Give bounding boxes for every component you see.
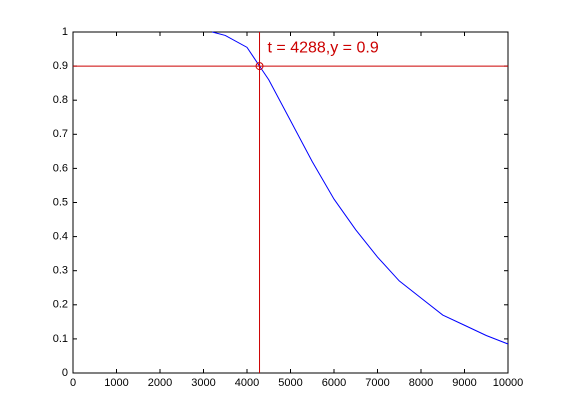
marker-point <box>255 62 264 71</box>
x-tick-label: 3000 <box>191 377 215 389</box>
y-tick-label: 0.4 <box>53 231 68 243</box>
x-tick-label: 9000 <box>452 377 476 389</box>
x-tick-label: 2000 <box>148 377 172 389</box>
y-tick-label: 0.3 <box>53 265 68 277</box>
y-tick-label: 0.6 <box>53 162 68 174</box>
data-line <box>212 31 509 345</box>
y-tick-label: 0 <box>62 367 68 379</box>
y-tick-label: 1 <box>62 26 68 38</box>
x-tick-label: 8000 <box>409 377 433 389</box>
y-tick-label: 0.2 <box>53 299 68 311</box>
x-tick-label: 7000 <box>365 377 389 389</box>
x-tick-label: 10000 <box>493 377 524 389</box>
y-tick-label: 0.8 <box>53 94 68 106</box>
y-tick-label: 0.7 <box>53 128 68 140</box>
y-tick-label: 0.9 <box>53 60 68 72</box>
plot-box <box>72 31 509 374</box>
x-tick-label: 0 <box>70 377 76 389</box>
y-tick-label: 0.1 <box>53 333 68 345</box>
x-tick-label: 6000 <box>322 377 346 389</box>
annotation: t = 4288,y = 0.9 <box>268 39 379 56</box>
x-tick-label: 5000 <box>278 377 302 389</box>
x-tick-label: 1000 <box>104 377 128 389</box>
y-tick-label: 0.5 <box>53 196 68 208</box>
x-tick-label: 4000 <box>235 377 259 389</box>
